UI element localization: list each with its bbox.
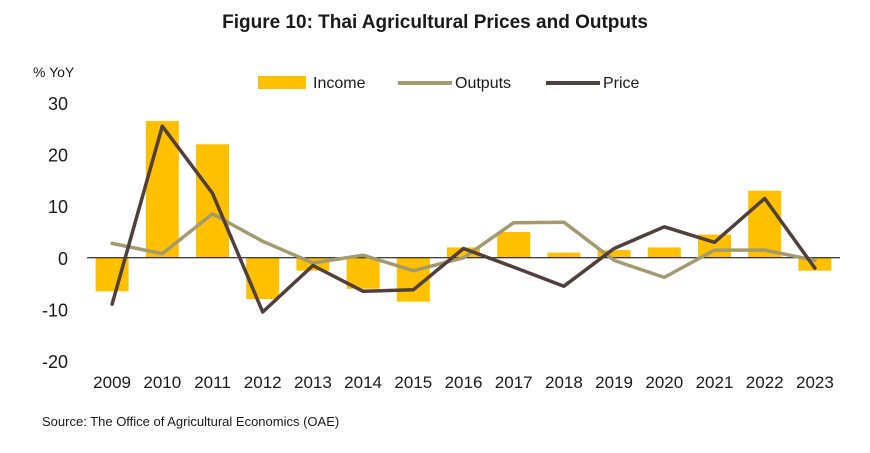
income-bar xyxy=(447,247,480,258)
source-note: Source: The Office of Agricultural Econo… xyxy=(42,414,340,429)
y-axis-ticks: 30 20 10 0 -10 -20 xyxy=(42,94,68,372)
y-tick-label: 30 xyxy=(48,94,68,114)
income-bar xyxy=(798,257,832,271)
chart-title: Figure 10: Thai Agricultural Prices and … xyxy=(222,12,648,33)
income-bar xyxy=(547,252,581,258)
x-tick-label: 2019 xyxy=(595,373,633,392)
y-tick-label: -10 xyxy=(42,300,68,320)
income-bar xyxy=(497,232,531,258)
series-lines xyxy=(110,124,817,314)
income-bars xyxy=(95,121,832,302)
income-bar xyxy=(196,144,229,258)
x-axis-ticks: 2009 2010 2011 2012 2013 2014 2015 2016 2017 2018… xyxy=(93,373,834,392)
x-tick-label: 2012 xyxy=(244,373,282,392)
income-bar xyxy=(346,257,380,289)
x-tick-label: 2017 xyxy=(495,373,533,392)
x-tick-label: 2018 xyxy=(545,373,583,392)
x-tick-label: 2015 xyxy=(394,373,432,392)
y-axis-unit-label: % YoY xyxy=(33,64,75,80)
x-tick-label: 2014 xyxy=(344,373,382,392)
x-tick-label: 2023 xyxy=(796,373,834,392)
legend-swatch-income xyxy=(258,76,306,89)
income-bar xyxy=(748,190,782,258)
x-tick-label: 2022 xyxy=(746,373,784,392)
x-tick-label: 2016 xyxy=(445,373,483,392)
x-tick-label: 2011 xyxy=(194,373,231,392)
income-bar xyxy=(647,247,681,258)
income-bar xyxy=(145,121,179,258)
legend: Income Outputs Price xyxy=(258,75,640,92)
legend-label-price: Price xyxy=(603,75,640,92)
legend-label-outputs: Outputs xyxy=(455,75,511,92)
x-tick-label: 2021 xyxy=(696,373,734,392)
x-tick-label: 2010 xyxy=(143,373,181,392)
y-tick-label: 10 xyxy=(48,197,68,217)
y-tick-label: 20 xyxy=(48,146,68,166)
income-bar xyxy=(246,257,280,300)
x-tick-label: 2013 xyxy=(294,373,332,392)
income-bar xyxy=(597,250,631,258)
y-tick-label: 0 xyxy=(58,249,68,269)
y-tick-label: -20 xyxy=(42,352,68,372)
x-tick-label: 2009 xyxy=(93,373,131,392)
legend-label-income: Income xyxy=(313,75,366,92)
x-tick-label: 2020 xyxy=(645,373,683,392)
